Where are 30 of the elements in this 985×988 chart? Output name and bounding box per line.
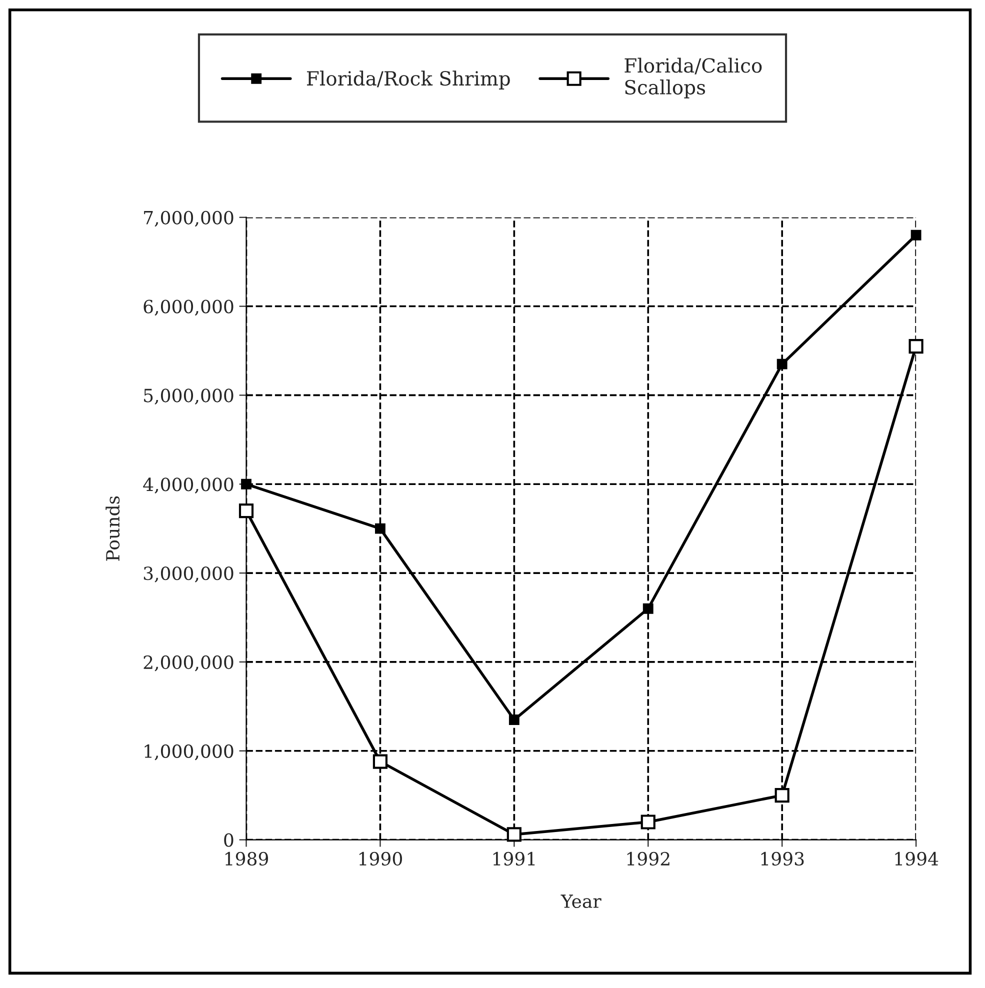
y-tick-label: 5,000,000 (144, 388, 234, 405)
y-tick-label: 3,000,000 (144, 566, 234, 582)
y-tick-label: 1,000,000 (144, 744, 234, 760)
x-tick-label: 1994 (895, 852, 938, 866)
point (238, 504, 254, 518)
point (776, 358, 788, 370)
point (506, 827, 522, 842)
x-tick-label: 1990 (359, 852, 402, 866)
x-tick-label: 1993 (761, 852, 804, 866)
x-tick-label: 1991 (493, 852, 535, 866)
y-axis-title: Pounds (106, 496, 120, 561)
point (908, 339, 924, 354)
legend-label: Florida/Rock Shrimp (306, 70, 510, 90)
y-tick-label: 6,000,000 (144, 300, 234, 316)
x-tick-label: 1992 (627, 852, 670, 866)
point (241, 478, 252, 490)
point (642, 603, 654, 614)
point (910, 230, 922, 240)
x-axis-title: Year (560, 894, 602, 908)
y-tick-label: 4,000,000 (143, 478, 234, 494)
point (375, 523, 386, 534)
point (508, 714, 520, 725)
y-tick-label: 0 (224, 833, 234, 847)
y-tick-label: 7,000,000 (144, 210, 234, 227)
legend-label: Florida/Calico Scallops (624, 58, 762, 98)
point (372, 754, 388, 769)
x-tick-label: 1989 (225, 852, 268, 866)
point (774, 788, 790, 803)
y-tick-label: 2,000,000 (144, 655, 234, 672)
point (640, 814, 656, 830)
